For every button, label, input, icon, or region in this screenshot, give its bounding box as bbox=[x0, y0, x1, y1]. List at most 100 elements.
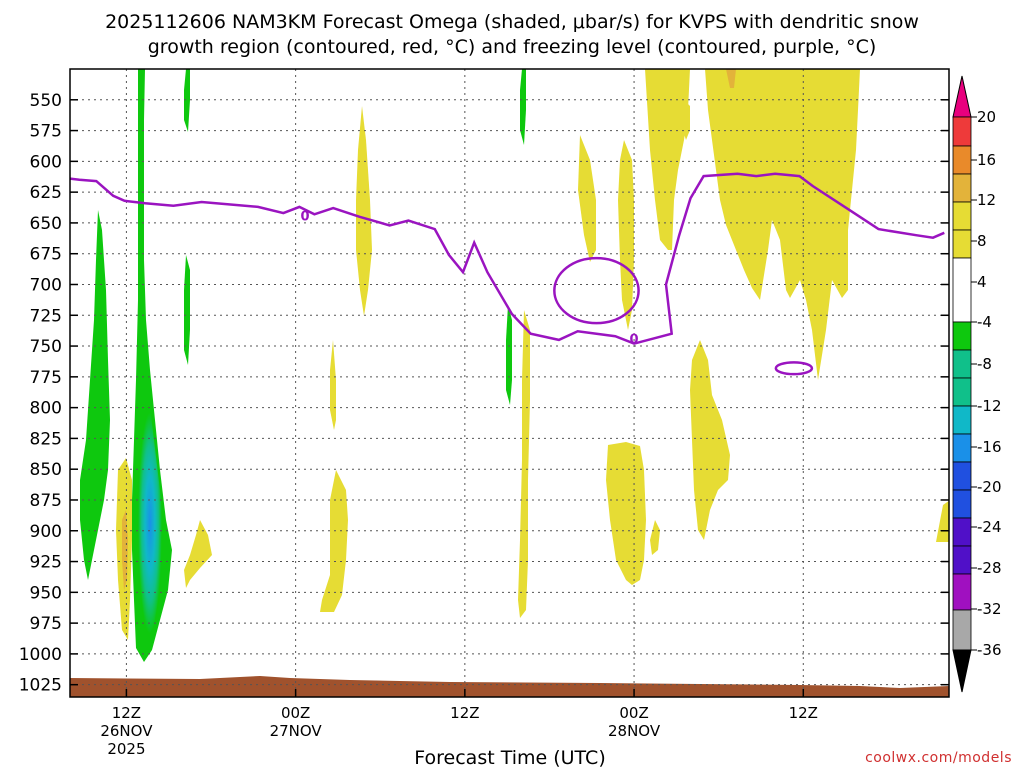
freezing-level-line bbox=[69, 172, 945, 345]
colorbar-label-8: -16 bbox=[977, 438, 1002, 456]
omega-region-yellow-8 bbox=[320, 470, 348, 612]
omega-region-yellow-7 bbox=[330, 340, 336, 430]
colorbar-segment-15 bbox=[952, 573, 972, 611]
y-tick-label-575: 575 bbox=[30, 122, 62, 142]
omega-region-yellow-2 bbox=[705, 69, 860, 380]
omega-region-yellow-12 bbox=[650, 520, 660, 555]
omega-region-green-5 bbox=[520, 69, 526, 145]
y-tick-label-1000: 1000 bbox=[19, 645, 62, 665]
colorbar-segment-1 bbox=[952, 145, 972, 175]
colorbar-label-11: -28 bbox=[977, 559, 1002, 577]
colorbar-segment-5 bbox=[952, 257, 972, 323]
y-tick-label-625: 625 bbox=[30, 183, 62, 203]
y-tick-label-700: 700 bbox=[30, 275, 62, 295]
plot-frame bbox=[69, 68, 950, 698]
colorbar-label-12: -32 bbox=[977, 600, 1002, 618]
y-tick-label-725: 725 bbox=[30, 306, 62, 326]
y-tick-label-825: 825 bbox=[30, 429, 62, 449]
colorbar-label-4: 4 bbox=[977, 273, 987, 291]
omega-region-yellow-11 bbox=[606, 442, 646, 585]
y-tick-label-975: 975 bbox=[30, 614, 62, 634]
y-tick-label-550: 550 bbox=[30, 91, 62, 111]
omega-region-cyan-core bbox=[136, 380, 164, 640]
contour-labels: 00 bbox=[301, 210, 639, 348]
omega-region-yellow-13 bbox=[184, 520, 212, 588]
x-tick-label-4: 12Z bbox=[789, 704, 818, 722]
colorbar-label-10: -24 bbox=[977, 518, 1002, 536]
y-tick-label-875: 875 bbox=[30, 491, 62, 511]
freezing-level-island-0 bbox=[553, 256, 640, 325]
colorbar-segment-3 bbox=[952, 201, 972, 231]
x-axis-label: Forecast Time (UTC) bbox=[414, 747, 605, 768]
y-tick-label-950: 950 bbox=[30, 583, 62, 603]
omega-region-yellow-4 bbox=[618, 140, 634, 330]
y-tick-label-650: 650 bbox=[30, 214, 62, 234]
omega-region-yellow-10 bbox=[690, 340, 730, 540]
colorbar-segment-2 bbox=[952, 173, 972, 203]
colorbar-segment-9 bbox=[952, 405, 972, 435]
colorbar-segment-14 bbox=[952, 545, 972, 575]
colorbar-label-2: 12 bbox=[977, 191, 996, 209]
y-tick-label-850: 850 bbox=[30, 460, 62, 480]
x-tick-label-0: 12Z bbox=[112, 704, 141, 722]
colorbar-label-7: -12 bbox=[977, 397, 1002, 415]
grid-lines bbox=[70, 69, 949, 697]
omega-region-yellow-5 bbox=[682, 100, 690, 140]
y-tick-label-750: 750 bbox=[30, 337, 62, 357]
chart-title-line1: 2025112606 NAM3KM Forecast Omega (shaded… bbox=[105, 11, 919, 33]
colorbar-segment-10 bbox=[952, 433, 972, 463]
y-tick-label-925: 925 bbox=[30, 553, 62, 573]
colorbar-label-0: 20 bbox=[977, 108, 996, 126]
y-tick-label-675: 675 bbox=[30, 245, 62, 265]
x-tick-label-2: 12Z bbox=[450, 704, 479, 722]
x-tick-label-3: 00Z bbox=[619, 704, 648, 722]
colorbar-segment-12 bbox=[952, 489, 972, 519]
colorbar-label-3: 8 bbox=[977, 232, 987, 250]
colorbar-bottom-arrow bbox=[952, 649, 972, 693]
colorbar-segment-13 bbox=[952, 517, 972, 547]
x-tick-date-3: 28NOV bbox=[608, 722, 661, 740]
y-tick-label-600: 600 bbox=[30, 152, 62, 172]
credit-text: coolwx.com/models bbox=[865, 750, 1012, 766]
omega-region-green-3 bbox=[184, 69, 190, 132]
omega-region-orange-1 bbox=[122, 510, 128, 590]
colorbar-segment-16 bbox=[952, 609, 972, 651]
contour-label-0: 0 bbox=[301, 210, 310, 225]
omega-region-yellow-15 bbox=[936, 500, 949, 542]
colorbar-segment-4 bbox=[952, 229, 972, 259]
freezing-level-contour bbox=[69, 172, 945, 376]
freezing-level-island-1 bbox=[774, 361, 814, 376]
y-tick-label-800: 800 bbox=[30, 399, 62, 419]
omega-region-yellow-9 bbox=[518, 310, 530, 618]
chart-title-line2: growth region (contoured, red, °C) and f… bbox=[148, 36, 877, 58]
colorbar-label-5: -4 bbox=[977, 313, 992, 331]
omega-region-orange-top bbox=[726, 69, 736, 88]
contour-label-1: 0 bbox=[630, 333, 639, 348]
colorbar-segment-0 bbox=[952, 116, 972, 147]
y-tick-label-775: 775 bbox=[30, 368, 62, 388]
colorbar-label-9: -20 bbox=[977, 478, 1002, 496]
colorbar: 20 16 12 8 4 -4 -8 -12 -16 -20 -24 -28 -32 -36 bbox=[952, 75, 1002, 693]
colorbar-segment-11 bbox=[952, 461, 972, 491]
x-tick-date-1: 27NOV bbox=[270, 722, 323, 740]
colorbar-label-13: -36 bbox=[977, 641, 1002, 659]
colorbar-label-1: 16 bbox=[977, 151, 996, 169]
omega-region-green-2 bbox=[80, 210, 110, 580]
colorbar-segment-7 bbox=[952, 349, 972, 379]
colorbar-segment-6 bbox=[952, 321, 972, 351]
y-tick-label-1025: 1025 bbox=[19, 676, 62, 696]
colorbar-segment-8 bbox=[952, 377, 972, 407]
omega-shading bbox=[80, 69, 949, 662]
colorbar-top-arrow bbox=[952, 75, 972, 118]
surface-terrain bbox=[70, 676, 949, 697]
omega-region-green-6 bbox=[506, 305, 512, 405]
y-axis: 550 575 600 625 650 675 700 725 750 775 800 825 850 8… bbox=[19, 91, 949, 696]
x-tick-label-1: 00Z bbox=[281, 704, 310, 722]
omega-region-yellow-6 bbox=[356, 106, 372, 316]
omega-region-yellow-1 bbox=[645, 69, 690, 250]
colorbar-label-6: -8 bbox=[977, 355, 992, 373]
omega-region-green-4 bbox=[184, 255, 190, 365]
x-tick-date-0: 26NOV bbox=[100, 722, 153, 740]
